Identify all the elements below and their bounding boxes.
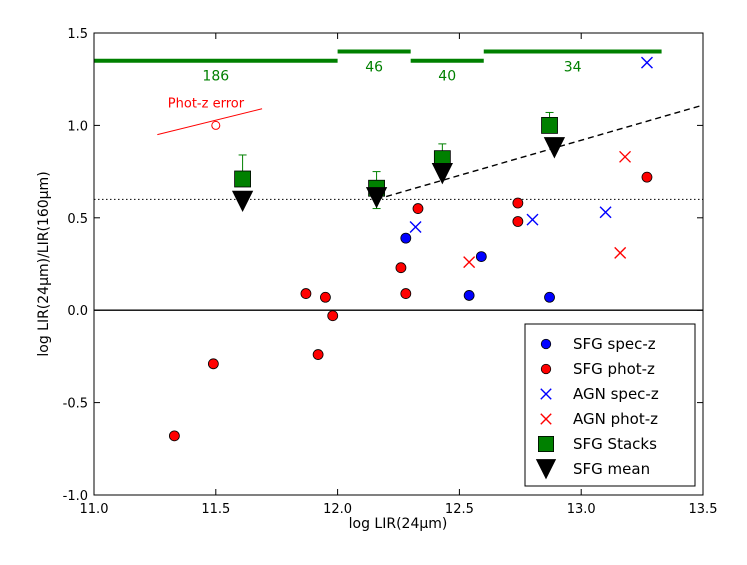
y-tick-label: 0.5 [67, 212, 88, 227]
point-sfg-stacks [234, 170, 251, 188]
legend-label-sfg-mean: SFG mean [573, 460, 650, 478]
legend-marker-agn-spec-z [540, 388, 552, 400]
dashed-fit-line [376, 104, 704, 200]
x-tick-label: 12.5 [445, 502, 474, 517]
y-tick-label: 1.0 [67, 119, 88, 134]
point-sfg-phot-z [168, 430, 180, 442]
point-sfg-phot-z [312, 349, 324, 360]
point-sfg-stacks [541, 117, 558, 134]
point-agn-phot-z-stroke-b [463, 256, 476, 269]
point-sfg-phot-z [395, 262, 407, 274]
legend-label-agn-phot-z: AGN phot-z [573, 410, 658, 428]
y-tick-label: -1.0 [63, 489, 88, 504]
point-sfg-phot-z [207, 358, 219, 370]
point-sfg-mean [365, 187, 388, 209]
legend-marker-agn-spec-z-stroke-b [540, 388, 552, 400]
bin-count-34: 34 [564, 59, 582, 75]
y-axis-label: log LIR(24μm)/LIR(160μm) [36, 171, 52, 356]
x-tick-label: 12.0 [323, 502, 352, 517]
phot-z-error-label: Phot-z error [168, 96, 245, 111]
legend-label-agn-spec-z: AGN spec-z [573, 385, 659, 403]
legend-marker-sfg-stacks [538, 435, 555, 452]
x-tick-label: 11.5 [201, 502, 230, 517]
phot-z-error-marker [211, 120, 221, 130]
point-agn-phot-z-stroke-b [619, 150, 632, 163]
y-tick-label: 0.0 [67, 304, 88, 319]
legend-box [524, 323, 696, 487]
point-sfg-spec-z [400, 232, 412, 244]
point-agn-phot-z [619, 150, 632, 163]
point-sfg-phot-z [512, 216, 524, 227]
legend-label-sfg-stacks: SFG Stacks [573, 435, 657, 453]
point-agn-spec-z [526, 213, 539, 226]
bin-count-40: 40 [438, 69, 456, 85]
x-tick-label: 13.0 [567, 502, 596, 517]
point-agn-spec-z [409, 221, 422, 234]
x-tick-label: 13.5 [689, 502, 718, 517]
legend-marker-sfg-phot-z [540, 363, 552, 375]
point-sfg-spec-z [475, 251, 487, 263]
point-sfg-spec-z [463, 290, 475, 301]
point-agn-spec-z [599, 206, 612, 219]
point-agn-spec-z-stroke-b [526, 213, 539, 226]
legend-marker-agn-phot-z-stroke-b [540, 413, 552, 425]
point-sfg-phot-z [412, 203, 424, 214]
legend-label-sfg-spec-z: SFG spec-z [573, 335, 656, 353]
axis-ticks: 11.0 11.5 12.0 12.5 13.0 13.5 -1.0 -0.5 0.0 0.5 1.… [63, 27, 718, 517]
plot-frame [93, 32, 704, 496]
legend-label-sfg-phot-z: SFG phot-z [573, 360, 655, 378]
x-axis-label: log LIR(24μm) [349, 516, 448, 532]
point-sfg-mean [543, 137, 566, 159]
point-agn-phot-z [614, 246, 627, 259]
bin-count-186: 186 [202, 69, 229, 85]
point-agn-spec-z-stroke-b [640, 56, 653, 69]
point-sfg-phot-z [300, 288, 312, 299]
legend-marker-agn-phot-z [540, 413, 552, 425]
point-agn-phot-z-stroke-b [614, 246, 627, 259]
x-tick-label: 11.0 [80, 502, 109, 517]
y-tick-label: -0.5 [63, 397, 88, 412]
point-sfg-mean [431, 163, 453, 185]
point-agn-spec-z [640, 56, 653, 69]
point-sfg-mean [231, 190, 254, 213]
bin-count-46: 46 [365, 59, 383, 75]
point-agn-phot-z [463, 256, 476, 269]
point-sfg-phot-z [320, 291, 331, 303]
legend-marker-sfg-mean [535, 459, 557, 480]
legend-marker-sfg-spec-z [540, 338, 552, 350]
legend: SFG spec-z SFG phot-z AGN spec-z AGN phot-z… [524, 323, 696, 487]
plot-marks: 186 46 40 34 Phot-z error [94, 49, 704, 442]
point-sfg-spec-z [544, 291, 555, 303]
point-sfg-phot-z [400, 288, 412, 299]
point-agn-spec-z-stroke-b [599, 206, 612, 219]
point-agn-spec-z-stroke-b [409, 221, 422, 234]
point-sfg-phot-z [641, 171, 653, 183]
point-sfg-phot-z [512, 197, 524, 209]
y-tick-label: 1.5 [67, 27, 88, 42]
point-sfg-phot-z [327, 310, 339, 322]
phot-z-error-bar [157, 108, 263, 136]
